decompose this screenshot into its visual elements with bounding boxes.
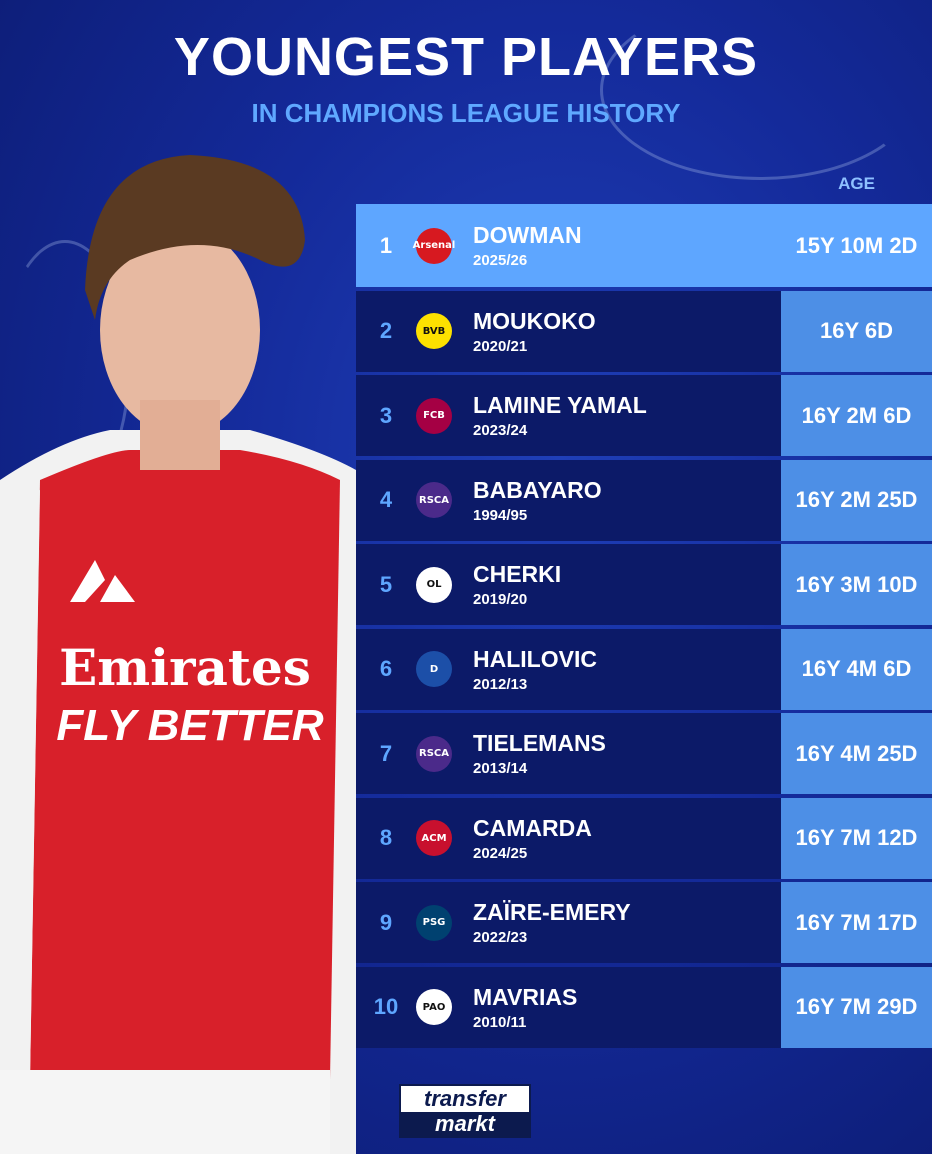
rank: 4 [379,487,393,512]
table-row: 2 BVB MOUKOKO 2020/21 16Y 6D [356,290,932,372]
season: 2020/21 [473,337,528,355]
club-crest-label: ACM [421,832,447,844]
club-crest-label: Arsenal [412,240,456,251]
club-crest-icon: FCB [416,397,452,434]
club-crest-label: PSG [422,917,446,928]
player-photo: Emirates FLY BETTER [0,155,356,1154]
table-row: 9 PSG ZAÏRE-EMERY 2022/23 16Y 7M 17D [356,882,932,963]
player-age: 15Y 10M 2D [795,232,918,258]
player-age: 16Y 3M 10D [781,544,932,625]
club-crest-icon: OL [416,566,452,603]
player-info: ZAÏRE-EMERY 2022/23 [473,899,631,946]
season: 2010/11 [473,1013,527,1031]
table-row: 3 FCB LAMINE YAMAL 2023/24 16Y 2M 6D [356,375,932,456]
club-crest-icon: RSCA [416,482,452,518]
ranking-table: 1 Arsenal DOWMAN 2025/26 15Y 10M 2D 2 BVB … [356,204,932,1051]
page-title: YOUNGEST PLAYERS [173,27,759,87]
club-crest-label: PAO [422,1001,446,1013]
player-info: CHERKI 2019/20 [473,561,561,608]
player-info: BABAYARO 1994/95 [473,477,602,524]
player-info: HALILOVIC 2012/13 [473,646,597,693]
club-crest-icon: RSCA [416,735,452,772]
player-info: MOUKOKO 2020/21 [473,308,596,355]
player-name: MAVRIAS [473,983,578,1010]
shirt-slogan: FLY BETTER [56,701,323,750]
logo-top: transfer [424,1086,506,1111]
club-crest-icon: PSG [416,904,452,941]
player-name: BABAYARO [473,476,602,503]
background-arc [600,0,920,180]
rank: 2 [379,318,393,343]
player-name: MOUKOKO [473,307,596,334]
season: 2022/23 [473,929,528,946]
season: 2019/20 [473,591,528,608]
table-row: 8 ACM CAMARDA 2024/25 16Y 7M 12D [356,797,932,879]
rank: 5 [379,571,393,597]
player-info: MAVRIAS 2010/11 [473,984,577,1031]
club-crest-label: D [429,663,439,675]
player-name: CHERKI [473,561,562,587]
rank: 8 [379,825,393,850]
table-row: 4 RSCA BABAYARO 1994/95 16Y 2M 25D [356,459,932,541]
season: 2024/25 [473,844,528,862]
table-row: 1 Arsenal DOWMAN 2025/26 15Y 10M 2D [356,204,932,287]
rank: 9 [379,909,393,935]
player-name: HALILOVIC [473,645,597,672]
club-crest-label: BVB [422,325,446,337]
player-name: DOWMAN [473,222,582,248]
player-info: TIELEMANS 2013/14 [473,730,606,777]
table-row: 6 D HALILOVIC 2012/13 16Y 4M 6D [356,628,932,710]
season: 2023/24 [473,422,528,439]
player-info: DOWMAN 2025/26 [473,222,582,269]
player-info: LAMINE YAMAL 2023/24 [473,392,647,439]
player-age: 16Y 7M 17D [781,882,932,963]
player-age: 16Y 2M 25D [781,459,932,541]
player-name: LAMINE YAMAL [473,392,647,418]
club-crest-icon: Arsenal [413,227,455,264]
transfermarkt-logo: transfer markt [399,1084,531,1138]
player-name: CAMARDA [473,814,592,841]
rank: 7 [379,740,393,766]
rank: 1 [379,232,393,258]
season: 2025/26 [473,252,528,269]
shirt-sponsor: Emirates [59,638,311,697]
rank: 10 [373,994,399,1019]
player-age: 16Y 2M 6D [781,375,932,456]
age-column-header: AGE [838,174,875,193]
rank: 6 [379,656,393,681]
season: 2012/13 [473,675,528,693]
table-row: 10 PAO MAVRIAS 2010/11 16Y 7M 29D [356,966,932,1048]
player-age: 16Y 4M 25D [781,713,932,794]
club-crest-icon: ACM [416,820,452,856]
player-age: 16Y 4M 6D [781,628,932,710]
table-row: 5 OL CHERKI 2019/20 16Y 3M 10D [356,544,932,625]
club-crest-label: OL [426,579,442,590]
page-subtitle: IN CHAMPIONS LEAGUE HISTORY [251,98,681,128]
season: 1994/95 [473,506,528,524]
logo-bottom: markt [401,1112,529,1136]
club-crest-label: RSCA [419,748,449,759]
player-info: CAMARDA 2024/25 [473,815,592,862]
player-age: 16Y 7M 29D [781,966,932,1048]
club-crest-icon: BVB [416,313,452,349]
season: 2013/14 [473,760,528,777]
rank: 3 [379,402,393,428]
player-age: 16Y 7M 12D [781,797,932,879]
club-crest-icon: PAO [416,989,452,1025]
player-age: 16Y 6D [781,290,932,372]
club-crest-icon: D [416,651,452,687]
table-row: 7 RSCA TIELEMANS 2013/14 16Y 4M 25D [356,713,932,794]
player-name: TIELEMANS [473,730,606,756]
club-crest-label: RSCA [419,494,449,506]
club-crest-label: FCB [423,410,445,421]
player-name: ZAÏRE-EMERY [473,899,631,925]
